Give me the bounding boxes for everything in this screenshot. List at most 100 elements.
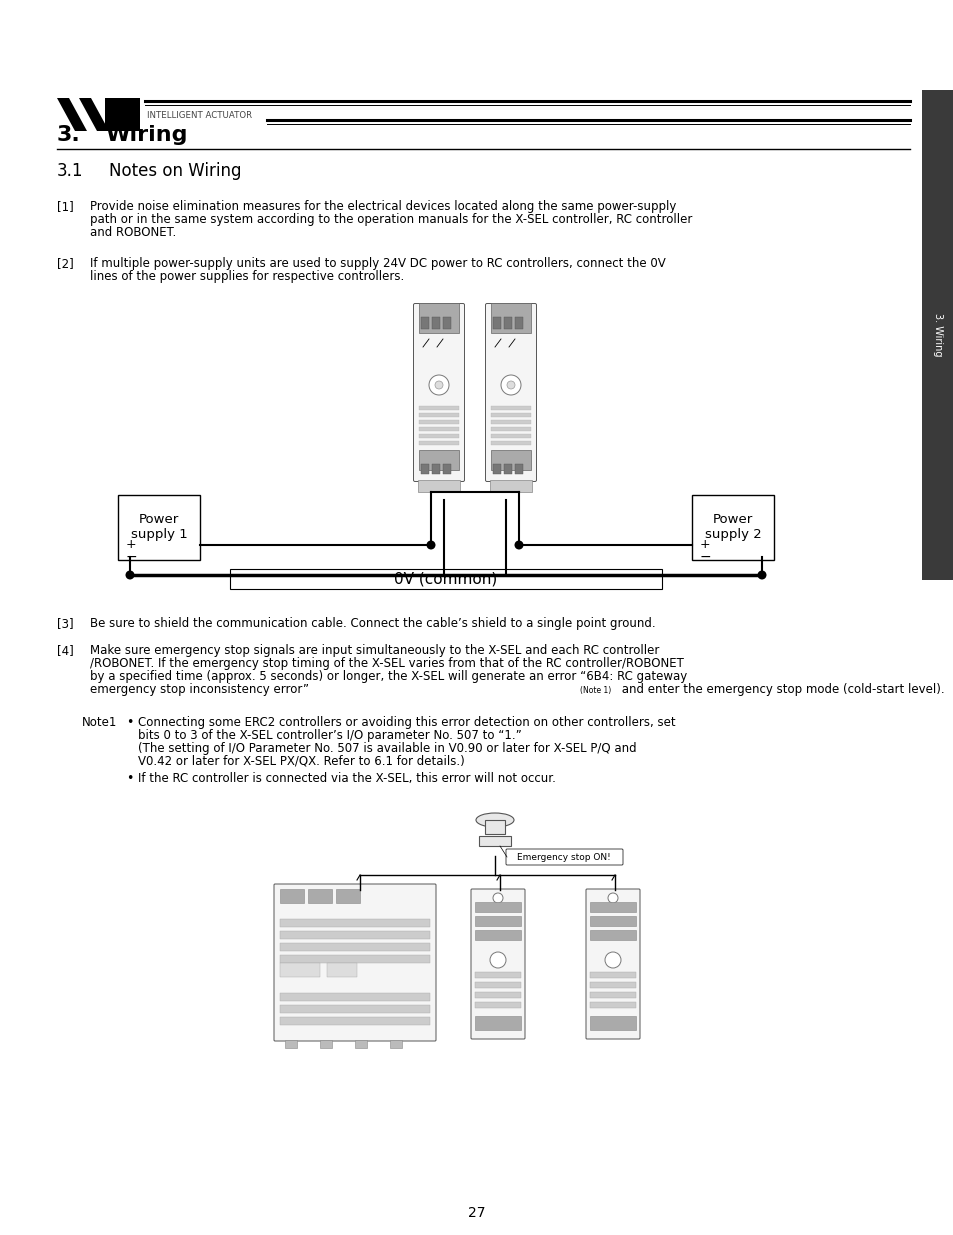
Text: V0.42 or later for X-SEL PX/QX. Refer to 6.1 for details.): V0.42 or later for X-SEL PX/QX. Refer to… <box>138 755 464 768</box>
Circle shape <box>506 382 515 389</box>
Circle shape <box>493 893 502 903</box>
Circle shape <box>426 541 435 550</box>
Text: emergency stop inconsistency error”: emergency stop inconsistency error” <box>90 683 309 697</box>
Bar <box>418 441 458 445</box>
Bar <box>418 433 458 438</box>
Bar <box>442 464 451 474</box>
FancyBboxPatch shape <box>413 304 464 482</box>
Bar <box>475 1002 520 1008</box>
Circle shape <box>607 893 618 903</box>
Text: lines of the power supplies for respective controllers.: lines of the power supplies for respecti… <box>90 270 404 283</box>
Text: Power
supply 2: Power supply 2 <box>704 513 760 541</box>
Bar <box>118 495 200 559</box>
Text: [3]: [3] <box>57 618 73 630</box>
Bar <box>418 303 458 333</box>
Text: INTELLIGENT ACTUATOR: INTELLIGENT ACTUATOR <box>147 110 252 120</box>
Text: [2]: [2] <box>57 257 73 270</box>
Bar <box>475 972 520 978</box>
Text: [4]: [4] <box>57 643 73 657</box>
Bar <box>418 420 458 424</box>
Bar <box>280 1005 430 1013</box>
Text: •: • <box>126 716 133 729</box>
Bar <box>280 993 430 1002</box>
Text: If the RC controller is connected via the X-SEL, this error will not occur.: If the RC controller is connected via th… <box>138 772 556 785</box>
Bar <box>589 1016 636 1030</box>
Text: Emergency stop ON!: Emergency stop ON! <box>517 852 610 862</box>
Bar <box>589 930 636 940</box>
Bar <box>491 303 531 333</box>
Text: and ROBONET.: and ROBONET. <box>90 226 176 240</box>
Bar <box>475 992 520 998</box>
Circle shape <box>604 952 620 968</box>
Bar <box>475 930 520 940</box>
Circle shape <box>429 375 449 395</box>
Bar <box>418 450 458 471</box>
Text: by a specified time (approx. 5 seconds) or longer, the X-SEL will generate an er: by a specified time (approx. 5 seconds) … <box>90 671 686 683</box>
Bar <box>491 420 531 424</box>
Bar <box>280 944 430 951</box>
Circle shape <box>435 382 442 389</box>
FancyBboxPatch shape <box>585 889 639 1039</box>
Bar <box>420 317 429 329</box>
Circle shape <box>490 952 505 968</box>
Bar <box>491 427 531 431</box>
Bar <box>490 480 532 492</box>
Bar <box>442 317 451 329</box>
Text: Make sure emergency stop signals are input simultaneously to the X-SEL and each : Make sure emergency stop signals are inp… <box>90 643 659 657</box>
Text: and enter the emergency stop mode (cold-start level).: and enter the emergency stop mode (cold-… <box>618 683 943 697</box>
Circle shape <box>500 375 520 395</box>
FancyBboxPatch shape <box>274 884 436 1041</box>
Bar <box>327 963 356 977</box>
Bar <box>503 317 512 329</box>
Text: Wiring: Wiring <box>105 125 188 144</box>
Circle shape <box>505 308 516 317</box>
Circle shape <box>514 541 523 550</box>
FancyBboxPatch shape <box>505 848 622 864</box>
Bar <box>589 916 636 926</box>
Text: −: − <box>700 550 711 564</box>
Bar <box>432 317 439 329</box>
Circle shape <box>757 571 765 579</box>
Bar <box>691 495 773 559</box>
Bar <box>280 1016 430 1025</box>
Bar <box>491 450 531 471</box>
Text: bits 0 to 3 of the X-SEL controller’s I/O parameter No. 507 to “1.”: bits 0 to 3 of the X-SEL controller’s I/… <box>138 729 521 742</box>
Bar <box>308 889 332 903</box>
Circle shape <box>434 308 443 317</box>
Bar <box>475 902 520 911</box>
Text: −: − <box>126 550 137 564</box>
Text: +: + <box>700 538 710 552</box>
Bar <box>589 972 636 978</box>
Bar <box>491 433 531 438</box>
Bar <box>589 1002 636 1008</box>
Text: 0V (common): 0V (common) <box>394 572 497 587</box>
Bar <box>921 90 953 580</box>
Bar <box>418 412 458 417</box>
Bar <box>417 480 459 492</box>
Text: (Note 1): (Note 1) <box>579 685 611 695</box>
Bar <box>491 406 531 410</box>
Bar <box>355 1040 367 1049</box>
Text: path or in the same system according to the operation manuals for the X-SEL cont: path or in the same system according to … <box>90 212 692 226</box>
Text: 3.: 3. <box>57 125 81 144</box>
Bar <box>484 820 504 834</box>
Circle shape <box>126 571 134 579</box>
Bar <box>491 441 531 445</box>
Text: Power
supply 1: Power supply 1 <box>131 513 187 541</box>
Bar <box>418 427 458 431</box>
Text: Notes on Wiring: Notes on Wiring <box>109 162 241 180</box>
Bar <box>230 569 661 589</box>
Bar <box>335 889 359 903</box>
Text: 3. Wiring: 3. Wiring <box>932 314 942 357</box>
Bar <box>589 902 636 911</box>
Bar <box>105 98 140 131</box>
Text: +: + <box>126 538 136 552</box>
Text: •: • <box>126 772 133 785</box>
Bar <box>280 919 430 927</box>
Text: Provide noise elimination measures for the electrical devices located along the : Provide noise elimination measures for t… <box>90 200 676 212</box>
Bar <box>503 464 512 474</box>
Bar <box>475 982 520 988</box>
Bar <box>319 1040 332 1049</box>
Text: 3.1: 3.1 <box>57 162 84 180</box>
Bar <box>589 982 636 988</box>
